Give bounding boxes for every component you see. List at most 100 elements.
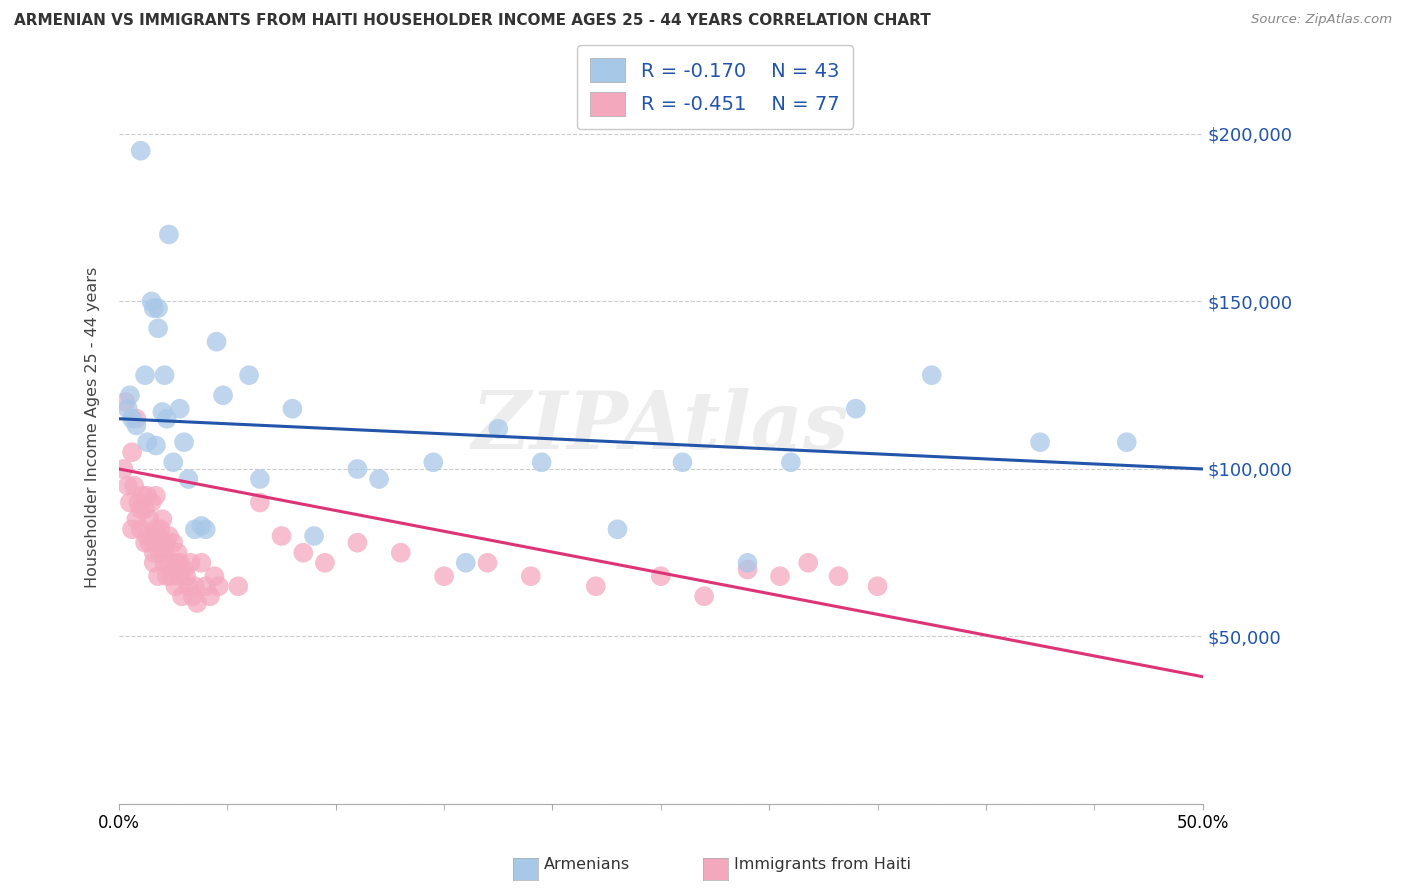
Point [486,422,509,436]
Point [146,321,169,335]
Point [198,589,221,603]
Point [121,522,143,536]
Point [190,556,212,570]
Point [160,569,183,583]
Point [145,489,167,503]
Point [190,519,212,533]
Point [142,301,165,315]
Point [270,529,292,543]
Point [129,522,152,536]
Point [1029,435,1052,450]
Point [156,411,179,425]
Point [433,569,456,583]
Point [797,556,820,570]
Point [150,535,173,549]
Point [142,556,165,570]
Point [169,569,191,583]
Point [212,388,235,402]
Point [169,401,191,416]
Text: Armenians: Armenians [544,857,630,872]
Point [169,556,191,570]
Point [118,388,141,402]
Point [128,495,150,509]
Point [156,535,179,549]
Point [530,455,553,469]
Point [138,512,160,526]
Point [238,368,260,383]
Point [134,368,156,383]
Point [866,579,889,593]
Point [157,529,180,543]
Point [292,546,315,560]
Point [136,435,159,450]
Point [141,529,163,543]
Point [769,569,792,583]
Point [145,438,167,452]
Point [1115,435,1137,450]
Point [194,579,217,593]
Point [173,435,195,450]
Point [314,556,336,570]
Point [208,579,231,593]
Point [827,569,849,583]
Point [129,144,152,158]
Point [202,569,225,583]
Text: ARMENIAN VS IMMIGRANTS FROM HAITI HOUSEHOLDER INCOME AGES 25 - 44 YEARS CORRELAT: ARMENIAN VS IMMIGRANTS FROM HAITI HOUSEH… [14,13,931,29]
Point [142,546,165,560]
Point [134,502,156,516]
Point [157,227,180,242]
Point [125,418,148,433]
Point [162,455,184,469]
Point [737,556,759,570]
Point [162,562,184,576]
Point [146,569,169,583]
Point [585,579,607,593]
Point [114,395,136,409]
Point [157,556,180,570]
Point [136,529,159,543]
Point [145,522,167,536]
Point [422,455,444,469]
Point [249,495,271,509]
Point [138,535,160,549]
Point [121,445,143,459]
Point [136,489,159,503]
Point [162,535,184,549]
Point [146,301,169,315]
Point [671,455,693,469]
Point [177,579,200,593]
Point [112,462,135,476]
Point [845,401,868,416]
Point [173,562,195,576]
Point [249,472,271,486]
Text: Source: ZipAtlas.com: Source: ZipAtlas.com [1251,13,1392,27]
Point [779,455,801,469]
Point [737,562,759,576]
Point [141,495,163,509]
Point [389,546,412,560]
Point [302,529,325,543]
Point [520,569,543,583]
Point [134,535,156,549]
Point [165,556,187,570]
Point [121,411,143,425]
Point [141,294,163,309]
Point [165,579,187,593]
Point [117,479,139,493]
Point [153,368,176,383]
Legend: R = -0.170    N = 43, R = -0.451    N = 77: R = -0.170 N = 43, R = -0.451 N = 77 [576,45,853,129]
Point [118,495,141,509]
Point [129,502,152,516]
Text: Immigrants from Haiti: Immigrants from Haiti [734,857,911,872]
Point [153,542,176,557]
Point [149,522,172,536]
Point [226,579,249,593]
Point [346,462,368,476]
Point [693,589,716,603]
Point [184,522,207,536]
Point [194,522,217,536]
Point [149,546,172,560]
Point [150,512,173,526]
Point [125,512,148,526]
Point [368,472,391,486]
